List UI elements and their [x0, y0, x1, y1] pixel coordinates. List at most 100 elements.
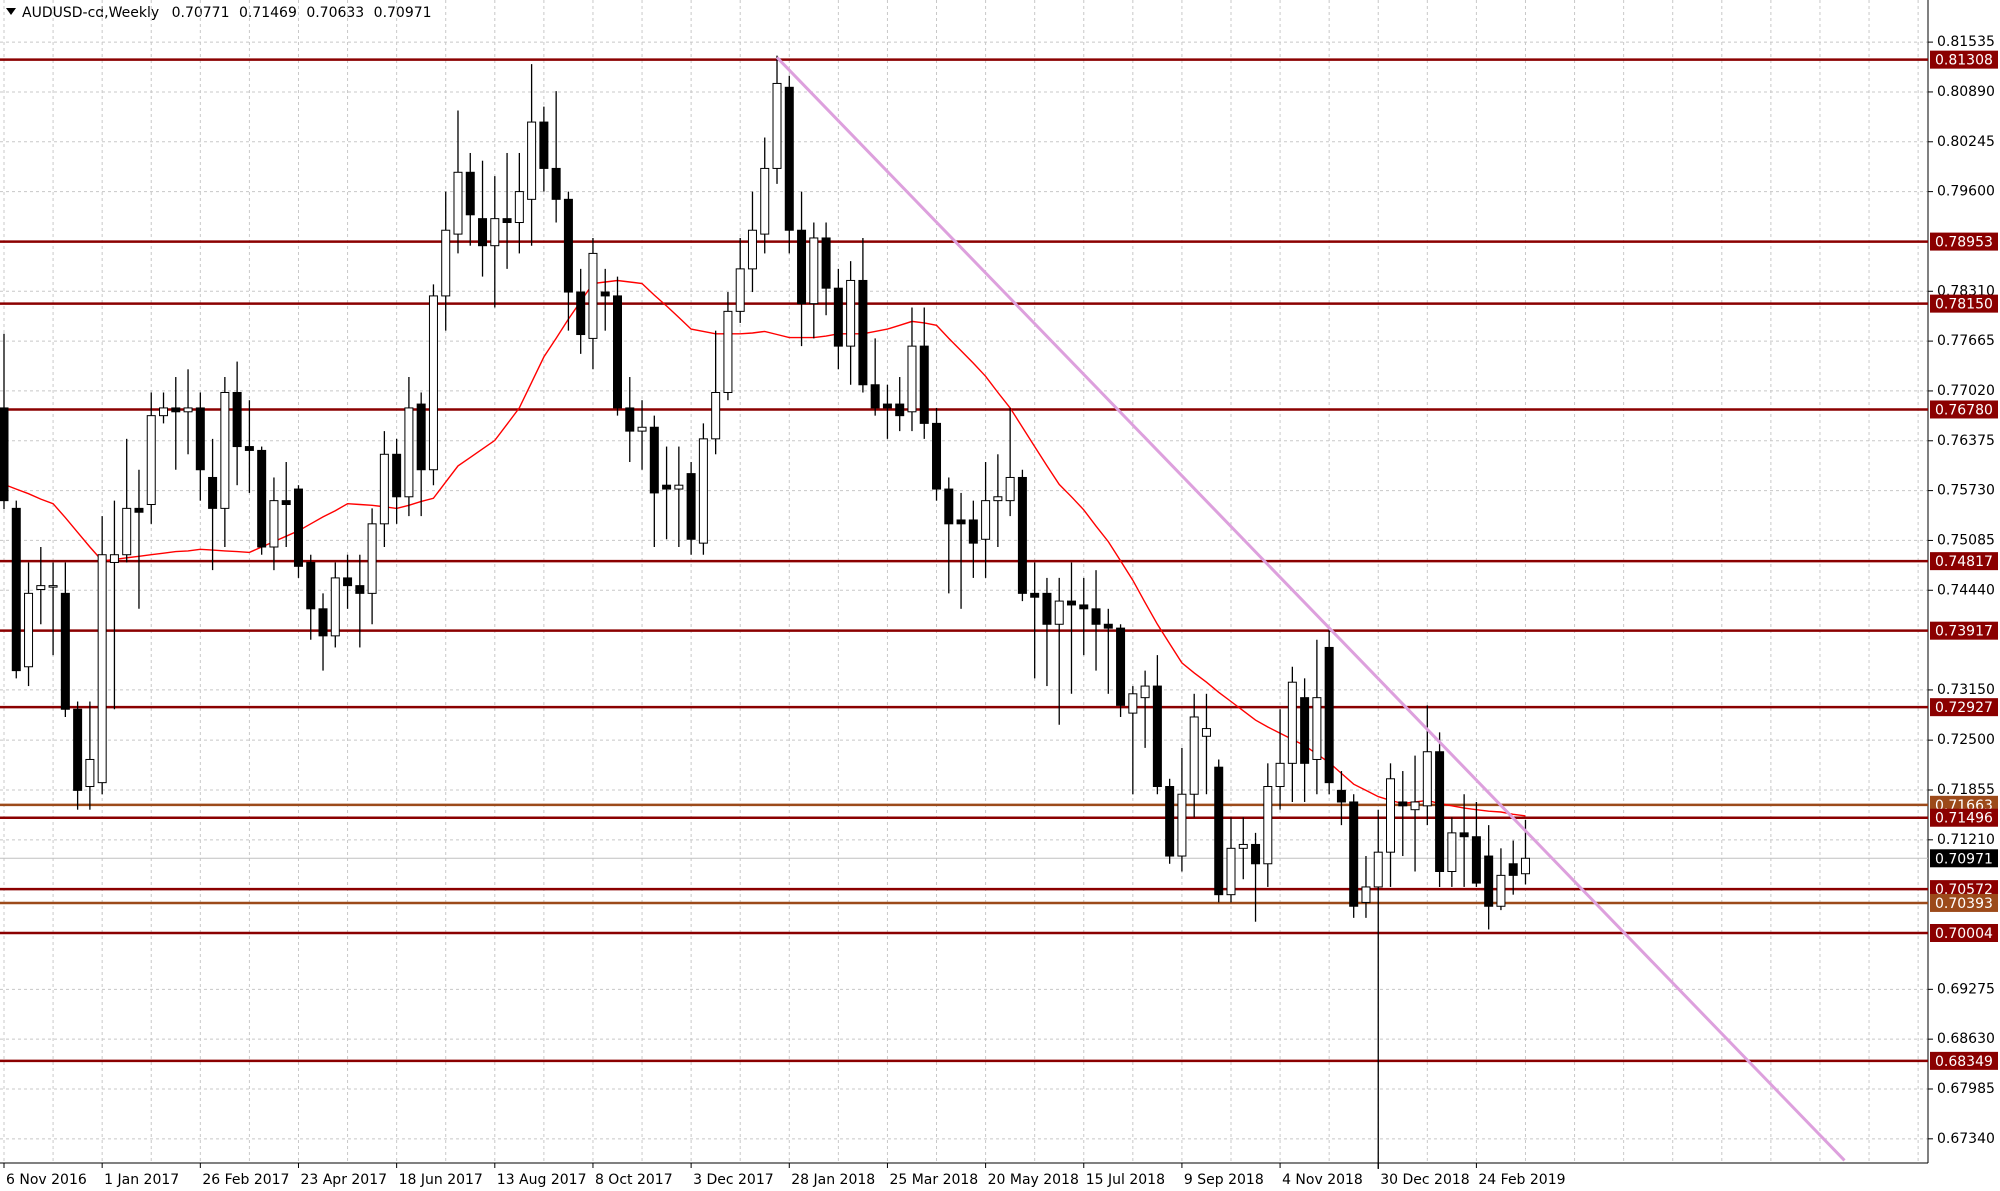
candle-body [588, 252, 598, 339]
candle-body [821, 237, 831, 289]
x-tick-label: 25 Mar 2018 [889, 1172, 978, 1188]
candle-body [956, 519, 966, 525]
candle-body [269, 500, 279, 548]
x-tick-label: 15 Jul 2018 [1086, 1172, 1165, 1188]
candle-body [244, 446, 254, 451]
candle-body [1140, 685, 1150, 699]
candle-body [1275, 762, 1285, 788]
candle-body [1066, 600, 1076, 606]
candle-body [1520, 857, 1530, 875]
candle-body [343, 577, 353, 587]
candle-body [772, 82, 782, 169]
candle-body [944, 488, 954, 525]
candle-body [171, 407, 181, 413]
candle-body [1054, 600, 1064, 625]
candle-body [428, 295, 438, 471]
header-arrow [6, 8, 16, 15]
x-tick-label: 1 Jan 2017 [104, 1172, 179, 1188]
level-label: 0.70393 [1935, 896, 1993, 912]
y-tick-label: 0.75085 [1937, 532, 1995, 548]
candle-body [870, 384, 880, 409]
candle-body [1201, 728, 1211, 737]
y-tick-label: 0.80245 [1937, 134, 1995, 150]
y-tick-label: 0.73150 [1937, 682, 1995, 698]
candle-body [882, 403, 892, 409]
candle-body [478, 218, 488, 247]
symbol: AUDUSD-cd,Weekly [22, 5, 159, 21]
level-label: 0.74817 [1935, 554, 1993, 570]
y-tick-label: 0.71210 [1937, 832, 1995, 848]
candle-body [919, 345, 929, 424]
y-tick-label: 0.74440 [1937, 582, 1995, 598]
candle-body [1251, 843, 1261, 865]
candle-body [441, 229, 451, 297]
candle-body [563, 198, 573, 293]
candle-body [502, 218, 512, 224]
candle-body [735, 268, 745, 312]
x-tick-label: 24 Feb 2019 [1478, 1172, 1565, 1188]
candle-body [490, 218, 500, 247]
candle-body [1116, 627, 1126, 706]
x-tick-label: 23 Apr 2017 [300, 1172, 387, 1188]
candle-body [993, 496, 1003, 502]
y-tick-label: 0.80890 [1937, 84, 1995, 100]
candle-body [1079, 604, 1089, 610]
level-label: 0.73917 [1935, 624, 1993, 640]
candle-body [1103, 623, 1113, 629]
level-label-box [1930, 552, 1998, 571]
candle-body [48, 585, 58, 588]
y-tick-label: 0.68630 [1937, 1031, 1995, 1047]
candle-body [146, 415, 156, 506]
candle-body [1030, 592, 1040, 598]
level-label-box [1930, 923, 1998, 942]
x-tick-label: 26 Feb 2017 [202, 1172, 289, 1188]
candle-body [0, 407, 9, 502]
candle-body [1238, 843, 1248, 849]
y-tick-label: 0.67340 [1937, 1131, 1995, 1147]
candle-body [355, 585, 365, 594]
candle-body [600, 291, 610, 297]
level-label-box [1930, 621, 1998, 640]
candle-body [109, 554, 119, 563]
candle-body [1398, 801, 1408, 807]
candle-body [625, 407, 635, 432]
candle-body [97, 554, 107, 784]
level-label-box [1930, 808, 1998, 827]
candle-body [809, 237, 819, 305]
candle-body [1042, 592, 1052, 625]
candle-body [36, 585, 46, 590]
moving-average [3, 279, 1526, 817]
candle-body [539, 121, 549, 169]
candle-body [932, 422, 942, 490]
y-tick-label: 0.79600 [1937, 184, 1995, 200]
level-label: 0.78953 [1935, 235, 1993, 251]
y-tick-label: 0.69275 [1937, 981, 1995, 997]
candle-body [686, 473, 696, 540]
level-label-box [1930, 880, 1998, 899]
candle-body [514, 191, 524, 224]
candle-body [1386, 778, 1396, 853]
last-high: 0.71469 [239, 5, 297, 21]
y-tick-label: 0.76375 [1937, 433, 1995, 449]
candle-body [465, 171, 475, 216]
candle-body [1263, 786, 1273, 865]
y-tick-label: 0.71855 [1937, 782, 1995, 798]
candle-body [1410, 801, 1420, 811]
x-tick-label: 13 Aug 2017 [497, 1172, 587, 1188]
candle-body [1091, 608, 1101, 625]
candle-body [379, 453, 389, 525]
candle-body [760, 167, 770, 235]
x-tick-label: 4 Nov 2018 [1282, 1172, 1363, 1188]
current-price-box [1930, 849, 1998, 868]
candle-body [1373, 851, 1383, 888]
candle-body [1287, 681, 1297, 764]
candle-body [1226, 847, 1236, 896]
y-tick-label: 0.77020 [1937, 383, 1995, 399]
candle-body [846, 279, 856, 347]
candle-body [1508, 863, 1518, 876]
y-tick-label: 0.67985 [1937, 1081, 1995, 1097]
level-label-box [1930, 50, 1998, 69]
x-tick-label: 20 May 2018 [988, 1172, 1079, 1188]
candle-body [404, 407, 414, 498]
